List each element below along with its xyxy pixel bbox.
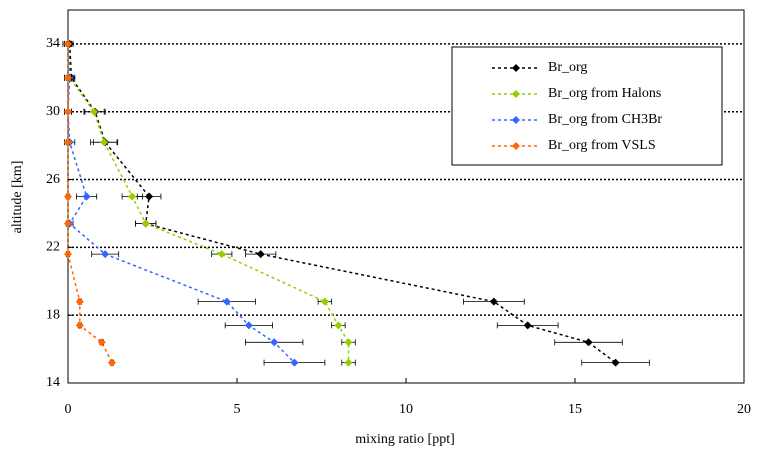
y-tick-label: 14	[46, 375, 60, 390]
marker	[523, 321, 532, 330]
marker	[128, 192, 137, 201]
y-tick-label: 34	[46, 36, 60, 51]
series-line	[67, 43, 113, 363]
series	[64, 39, 356, 367]
legend-marker	[512, 116, 520, 124]
marker	[64, 219, 72, 228]
y-tick-label: 18	[46, 307, 60, 322]
marker	[107, 358, 116, 367]
y-tick-label: 22	[46, 240, 60, 255]
marker	[101, 250, 110, 259]
x-axis-label: mixing ratio [ppt]	[355, 432, 455, 447]
x-tick-label: 0	[65, 402, 72, 417]
marker	[64, 39, 72, 48]
marker	[75, 321, 84, 330]
y-tick-label: 26	[46, 172, 60, 187]
marker	[64, 73, 72, 82]
marker	[64, 107, 72, 116]
legend-label: Br_org from CH3Br	[548, 112, 662, 127]
series	[62, 39, 116, 367]
marker	[270, 338, 279, 347]
marker	[344, 338, 353, 347]
marker	[100, 138, 109, 147]
marker	[489, 297, 498, 306]
legend-label: Br_org from VSLS	[548, 138, 656, 153]
marker	[64, 192, 72, 201]
marker	[145, 192, 154, 201]
x-tick-label: 10	[399, 402, 413, 417]
marker	[611, 358, 620, 367]
marker	[64, 138, 72, 147]
x-tick-label: 5	[234, 402, 241, 417]
marker	[290, 358, 299, 367]
marker	[334, 321, 343, 330]
legend-label: Br_org	[548, 60, 587, 75]
marker	[320, 297, 329, 306]
marker	[584, 338, 593, 347]
marker	[344, 358, 353, 367]
marker	[217, 250, 226, 259]
marker	[82, 192, 91, 201]
x-tick-label: 15	[568, 402, 582, 417]
marker	[244, 321, 253, 330]
marker	[141, 219, 150, 228]
marker	[256, 250, 265, 259]
marker	[222, 297, 231, 306]
marker	[90, 107, 99, 116]
y-axis-label: altitude [km]	[10, 161, 25, 234]
legend-label: Br_org from Halons	[548, 86, 661, 101]
legend: Br_org Br_org from Halons Br_org from CH3B…	[451, 46, 723, 166]
marker	[97, 338, 106, 347]
legend-marker	[512, 90, 520, 98]
legend-box	[451, 46, 723, 166]
series	[64, 39, 326, 367]
legend-marker	[512, 64, 520, 72]
x-tick-label: 20	[737, 402, 751, 417]
marker	[64, 250, 72, 259]
y-tick-label: 30	[46, 104, 60, 119]
legend-marker	[512, 142, 520, 150]
marker	[75, 297, 84, 306]
